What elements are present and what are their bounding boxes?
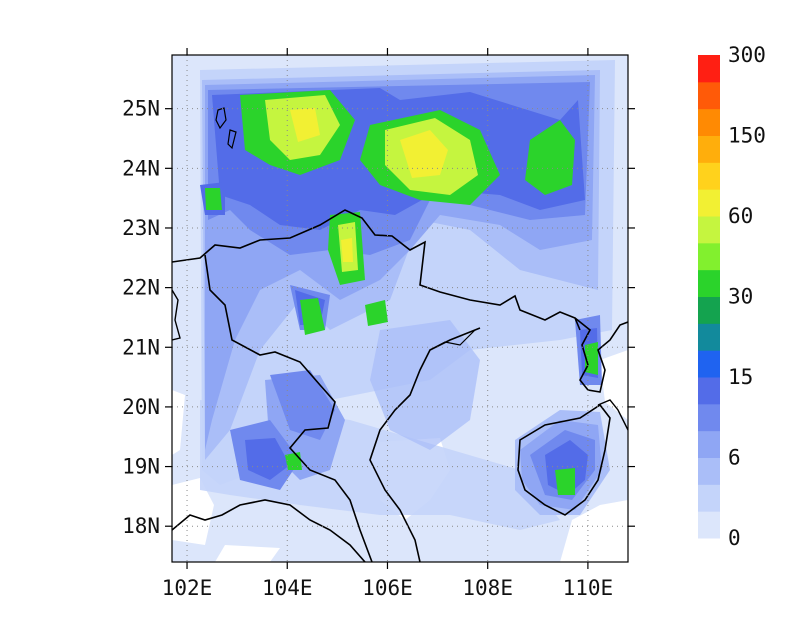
y-tick-label: 23N <box>122 216 160 240</box>
colorbar-segment <box>698 430 720 458</box>
contour-band <box>525 120 575 195</box>
colorbar <box>698 55 720 539</box>
colorbar-label: 60 <box>728 204 753 228</box>
y-tick-label: 25N <box>122 97 160 121</box>
y-tick-label: 18N <box>122 514 160 538</box>
colorbar-segment <box>698 296 720 324</box>
country-border <box>172 209 581 331</box>
y-tick-label: 19N <box>122 455 160 479</box>
nodata-patch <box>172 478 214 545</box>
colorbar-segment <box>698 403 720 432</box>
country-border <box>172 289 181 341</box>
precipitation-field <box>172 60 628 562</box>
y-tick-label: 21N <box>122 335 160 359</box>
colorbar-label: 30 <box>728 285 753 309</box>
contour-band <box>585 342 598 375</box>
colorbar-segment <box>698 216 720 244</box>
contour-band <box>370 320 480 450</box>
contour-band <box>545 440 588 495</box>
colorbar-segment <box>698 242 720 271</box>
contour-band <box>365 300 388 326</box>
x-tick-label: 106E <box>362 576 413 600</box>
colorbar-segment <box>698 189 720 217</box>
x-axis: 102E 104E 106E 108E 110E <box>162 48 613 600</box>
colorbar-segment <box>698 269 720 297</box>
colorbar-label: 150 <box>728 124 766 148</box>
nodata-patch <box>600 350 628 420</box>
colorbar-segment <box>698 81 720 110</box>
y-tick-label: 22N <box>122 276 160 300</box>
nodata-patch <box>172 390 185 455</box>
colorbar-segment <box>698 457 720 485</box>
y-tick-label: 24N <box>122 156 160 180</box>
colorbar-segment <box>698 323 720 351</box>
colorbar-labels: 0 6 15 30 60 150 300 <box>728 43 766 550</box>
plot-frame <box>171 54 629 563</box>
coastline <box>597 399 628 431</box>
contour-band <box>341 238 353 262</box>
x-tick-label: 110E <box>563 576 614 600</box>
country-border <box>172 499 366 562</box>
contour-band <box>555 468 575 495</box>
colorbar-segment <box>698 162 720 190</box>
hainan-coastline <box>517 403 611 516</box>
x-tick-label: 108E <box>462 576 513 600</box>
nodata-patch <box>560 500 628 562</box>
colorbar-segment <box>698 55 720 83</box>
y-tick-label: 20N <box>122 395 160 419</box>
contour-band <box>290 108 320 142</box>
contour-band <box>270 370 335 440</box>
colorbar-segment <box>698 350 720 378</box>
country-border <box>204 254 373 562</box>
contour-band <box>400 130 448 178</box>
y-axis: 18N 19N 20N 21N 22N 23N 24N 25N <box>122 97 635 538</box>
contour-band <box>245 438 290 480</box>
contour-band <box>300 298 325 335</box>
coastline <box>429 329 476 351</box>
colorbar-segment <box>698 135 720 163</box>
colorbar-segment <box>698 108 720 136</box>
colorbar-segment <box>698 377 720 405</box>
x-tick-label: 102E <box>162 576 213 600</box>
x-tick-label: 104E <box>262 576 313 600</box>
colorbar-label: 15 <box>728 365 753 389</box>
gridlines <box>172 55 628 562</box>
colorbar-label: 0 <box>728 526 741 550</box>
contour-band <box>205 188 222 210</box>
leizhou-coastline <box>574 317 628 393</box>
colorbar-segment <box>698 484 720 512</box>
colorbar-segment <box>698 511 720 539</box>
colorbar-label: 300 <box>728 43 766 67</box>
nodata-patch <box>215 545 280 562</box>
colorbar-label: 6 <box>728 446 741 470</box>
